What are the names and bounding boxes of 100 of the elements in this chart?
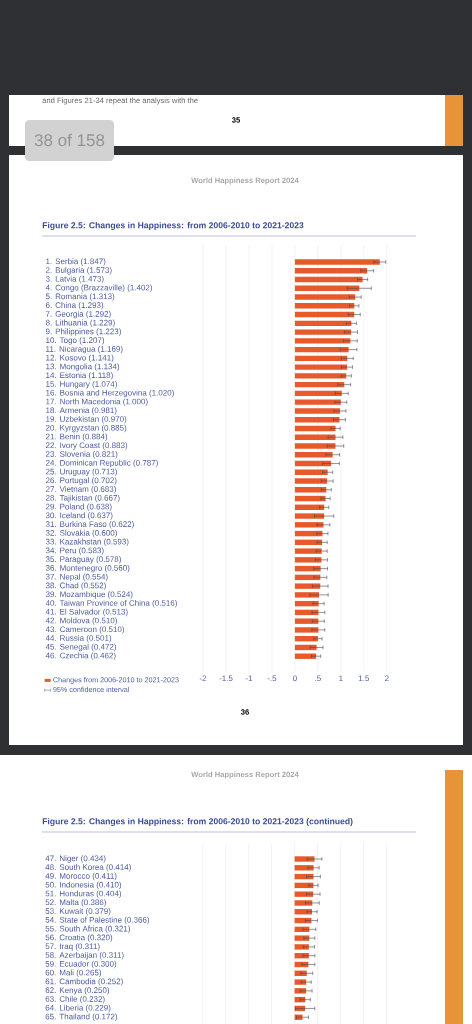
y-tick-label: 7. Georgia (1.292) [45, 310, 111, 319]
y-tick-label: 38. Chad (0.552) [45, 582, 106, 590]
bar [294, 276, 363, 283]
x-tick-label: -1 [245, 675, 253, 682]
y-tick-label: 60. Mali (0.265) [45, 969, 102, 978]
y-tick-label: 59. Ecuador (0.300) [45, 960, 117, 969]
bar [294, 399, 341, 405]
y-tick-label: 17. North Macedonia (1.000) [46, 398, 148, 406]
y-tick-label: 43. Cameroon (0.510) [45, 626, 125, 634]
bar [294, 346, 349, 353]
y-tick-label: 16. Bosnia and Herzegovina (1.020) [46, 389, 174, 398]
y-tick-label: 13. Mongolia (1.134) [46, 363, 120, 371]
y-tick-label: 54. State of Palestine (0.366) [45, 916, 150, 925]
bar [294, 364, 347, 370]
y-tick-label: 23. Slovenia (0.821) [45, 451, 118, 459]
y-tick-label: 28. Tajikistan (0.667) [45, 494, 120, 503]
y-tick-label: 29. Poland (0.638) [45, 503, 112, 512]
y-tick-label: 5. Romania (1.313) [45, 293, 115, 301]
y-tick-label: 6. China (1.293) [45, 302, 104, 310]
chart-title: Figure 2.5: Changes in Happiness: from 2006-2010 to 2021-2023 (continued) [42, 817, 353, 827]
bar [294, 259, 380, 265]
bar [294, 294, 356, 300]
y-tick-label: 46. Czechia (0.462) [45, 652, 116, 660]
y-tick-label: 11. Nicaragua (1.169) [46, 345, 123, 354]
x-tick-label: 1 [339, 675, 343, 682]
y-tick-label: 14. Estonia (1.118) [46, 372, 113, 380]
y-tick-label: 22. Ivory Coast (0.883) [45, 442, 128, 450]
y-tick-label: 12. Kosovo (1.141) [46, 354, 114, 363]
bar [294, 565, 321, 572]
y-tick-label: 39. Mozambique (0.524) [45, 591, 133, 599]
y-tick-label: 21. Benin (0.884) [45, 433, 108, 441]
bar [294, 618, 319, 624]
bar [294, 522, 324, 528]
bar [294, 469, 328, 475]
y-tick-label: 58. Azerbaijan (0.311) [45, 951, 124, 960]
bar [294, 329, 352, 335]
y-tick-label: 36. Montenegro (0.560) [45, 564, 130, 573]
y-tick-label: 56. Croatia (0.320) [45, 934, 113, 942]
bar [294, 381, 345, 388]
bar [294, 355, 348, 362]
bar [294, 557, 322, 563]
x-tick-label: 0 [292, 675, 297, 682]
bar [294, 425, 336, 432]
bar [294, 285, 360, 291]
x-tick-label: 2 [384, 675, 389, 682]
y-tick-label: 37. Nepal (0.554) [45, 573, 108, 582]
y-tick-label: 53. Kuwait (0.379) [45, 908, 111, 916]
bar [294, 303, 355, 309]
y-tick-label: 33. Kazakhstan (0.593) [45, 538, 129, 547]
y-tick-label: 3. Latvia (1.473) [45, 275, 104, 284]
y-tick-label: 24. Dominican Republic (0.787) [45, 459, 158, 468]
y-tick-label: 2. Bulgaria (1.573) [45, 267, 112, 275]
bar [294, 443, 336, 449]
bar [294, 452, 333, 458]
bar [294, 495, 326, 502]
y-tick-label: 64. Liberia (0.229) [45, 1004, 111, 1013]
bar [294, 373, 347, 379]
y-tick-label: 26. Portugal (0.702) [45, 477, 117, 485]
y-tick-label: 30. Iceland (0.637) [45, 512, 113, 520]
y-tick-label: 1. Serbia (1.847) [46, 258, 106, 266]
y-tick-label: 35. Paraguay (0.578) [45, 556, 121, 564]
bar [294, 390, 342, 397]
x-tick-label: -1.5 [219, 675, 233, 682]
y-tick-label: 47. Niger (0.434) [45, 855, 106, 863]
y-tick-label: 57. Iraq (0.311) [45, 943, 100, 951]
bar [294, 338, 351, 344]
x-tick-label: 1.5 [358, 675, 370, 682]
y-tick-label: 51. Honduras (0.404) [45, 890, 122, 898]
y-tick-label: 44. Russia (0.501) [45, 634, 112, 643]
y-tick-label: 41. El Salvador (0.513) [45, 608, 128, 617]
y-tick-label: 4. Congo (Brazzaville) (1.402) [45, 284, 153, 293]
chart-title: Figure 2.5: Changes in Happiness: from 2006-2010 to 2021-2023 [42, 221, 304, 231]
y-tick-label: 40. Taiwan Province of China (0.516) [45, 599, 177, 608]
bar [294, 320, 352, 327]
bar [294, 635, 318, 642]
bar [294, 408, 340, 414]
bar [294, 416, 340, 423]
bar [294, 268, 368, 274]
y-tick-label: 55. South Africa (0.321) [45, 925, 130, 934]
y-tick-label: 63. Chile (0.232) [45, 995, 105, 1004]
bar [294, 311, 355, 318]
y-tick-label: 65. Thailand (0.172) [45, 1013, 118, 1021]
bar [294, 434, 336, 440]
y-tick-label: 19. Uzbekistan (0.970) [46, 415, 127, 424]
y-tick-label: 15. Hungary (1.074) [46, 380, 117, 389]
y-tick-label: 9. Philippines (1.223) [45, 328, 121, 336]
y-tick-label: 62. Kenya (0.250) [45, 987, 110, 995]
y-tick-label: 27. Vietnam (0.683) [45, 486, 116, 494]
bar [294, 891, 314, 897]
y-tick-label: 50. Indonesia (0.410) [45, 881, 122, 890]
bar [294, 504, 325, 510]
y-tick-label: 31. Burkina Faso (0.622) [45, 521, 134, 529]
y-tick-label: 8. Lithuania (1.229) [45, 319, 115, 328]
y-tick-label: 34. Peru (0.583) [45, 547, 104, 555]
bar [294, 487, 327, 493]
y-tick-label: 10. Togo (1.207) [46, 337, 105, 345]
text: 38 of 158 [34, 133, 105, 147]
bar [294, 478, 328, 484]
x-tick-label: -2 [199, 675, 207, 682]
bar [294, 460, 332, 467]
